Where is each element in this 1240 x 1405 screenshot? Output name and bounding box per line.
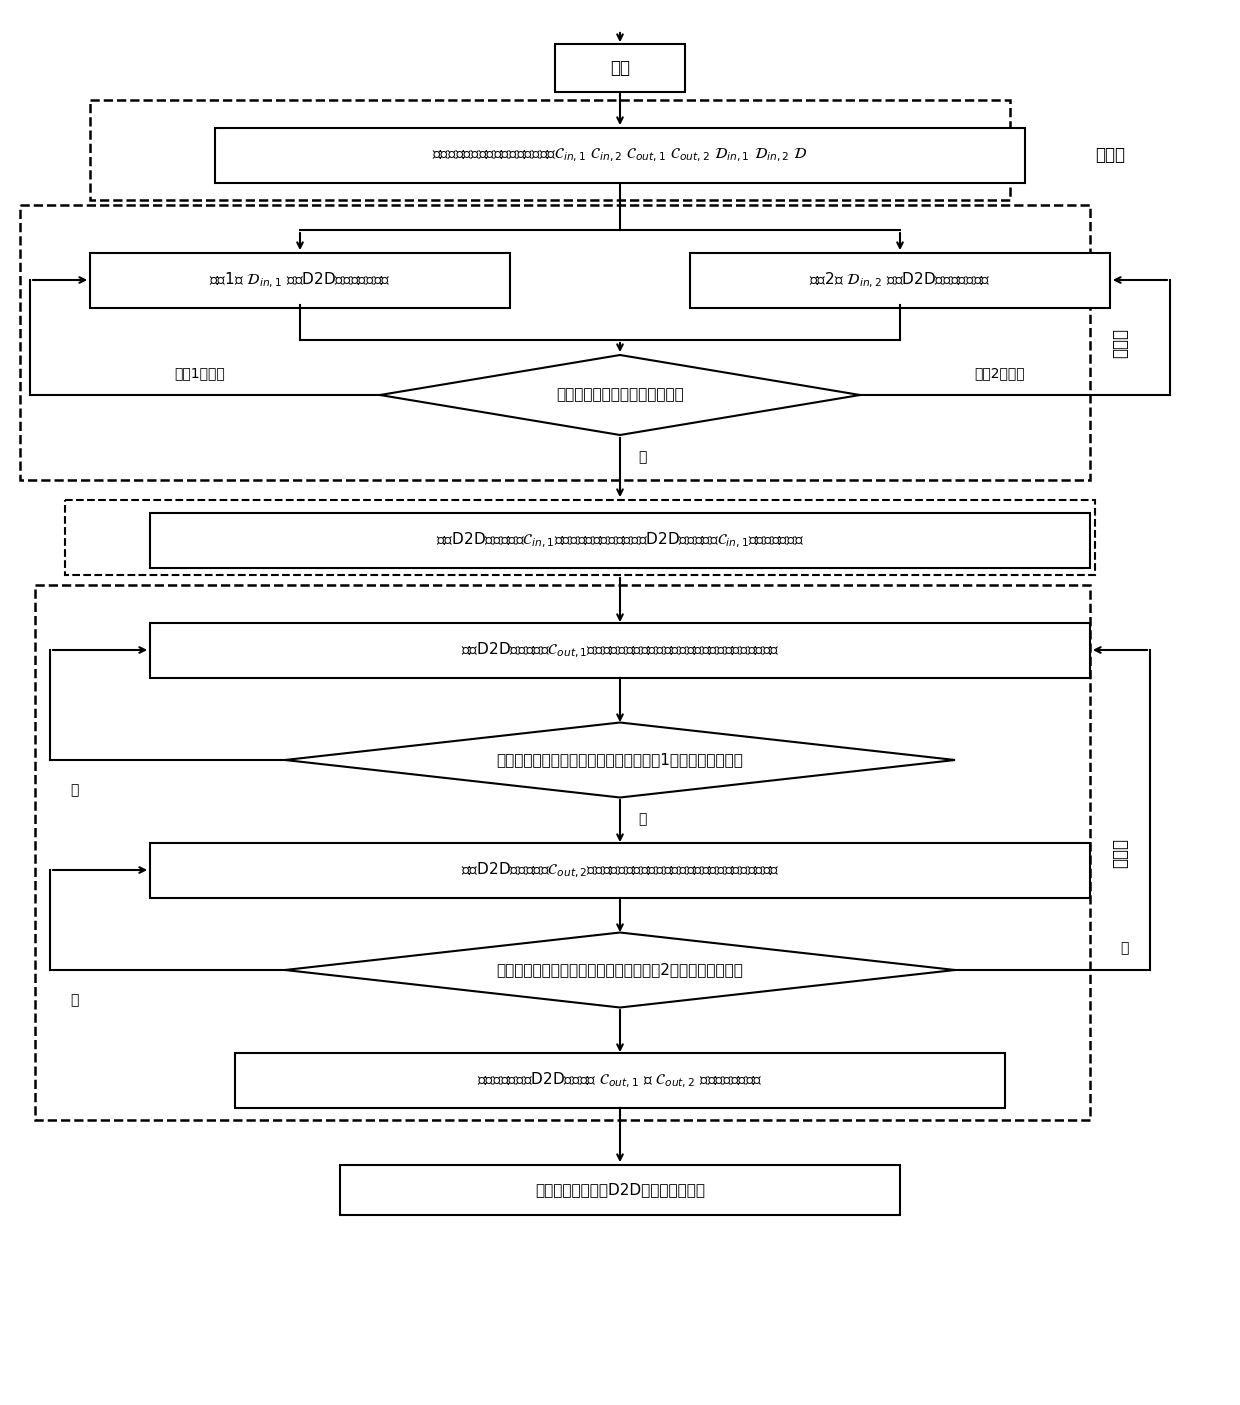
- Text: 检查链路资源使用均衡性条件，如果小区1中链路使用较多？: 检查链路资源使用均衡性条件，如果小区1中链路使用较多？: [496, 753, 744, 767]
- Text: 小区2未完成: 小区2未完成: [975, 365, 1025, 379]
- Bar: [689, 253, 1110, 308]
- Bar: [556, 44, 684, 91]
- Bar: [64, 500, 1095, 575]
- Text: 小区2对 $\mathcal{D}_{in,2}$ 中的D2D对进行链路选择: 小区2对 $\mathcal{D}_{in,2}$ 中的D2D对进行链路选择: [810, 270, 991, 289]
- Text: 对网络中的用户进行分类，确定集合$\mathcal{C}_{in,1}$ $\mathcal{C}_{in,2}$ $\mathcal{C}_{out,1}$ : 对网络中的用户进行分类，确定集合$\mathcal{C}_{in,1}$ $\m…: [432, 146, 808, 163]
- Bar: [236, 1052, 1004, 1107]
- Bar: [91, 100, 1011, 200]
- Bar: [20, 205, 1090, 481]
- Text: 是: 是: [639, 450, 646, 464]
- Text: 跨区D2D对尝试复用$\mathcal{C}_{out,1}$中的蜂窝用户的链路，在成功复用一个蜂窝用户链路之后: 跨区D2D对尝试复用$\mathcal{C}_{out,1}$中的蜂窝用户的链路…: [460, 641, 780, 660]
- Text: 第三步: 第三步: [1111, 837, 1128, 867]
- Bar: [150, 513, 1090, 568]
- Text: 是: 是: [1120, 941, 1128, 955]
- Bar: [150, 622, 1090, 677]
- Bar: [340, 1165, 900, 1215]
- Text: 跨区D2D对尝试复用$\mathcal{C}_{out,2}$中的蜂窝用户的链路，在成功复用一个蜂窝用户链路之后: 跨区D2D对尝试复用$\mathcal{C}_{out,2}$中的蜂窝用户的链路…: [460, 860, 780, 880]
- Text: 否: 否: [69, 783, 78, 797]
- Bar: [91, 253, 510, 308]
- Text: 开始: 开始: [610, 59, 630, 77]
- Text: 跨区D2D对尝试复用$\mathcal{C}_{in,1}$中的频谱，直到所有的跨区D2D对尝试复用$\mathcal{C}_{in,1}$的所有蜂窝用户: 跨区D2D对尝试复用$\mathcal{C}_{in,1}$中的频谱，直到所有的…: [436, 530, 804, 549]
- Polygon shape: [285, 933, 955, 1007]
- Bar: [35, 584, 1090, 1120]
- Text: 第一步: 第一步: [1095, 146, 1125, 164]
- Bar: [150, 843, 1090, 898]
- Text: 第二步: 第二步: [1111, 327, 1128, 357]
- Polygon shape: [285, 722, 955, 798]
- Text: 两个小区的链路选择是否完成？: 两个小区的链路选择是否完成？: [556, 388, 684, 402]
- Text: 否: 否: [69, 993, 78, 1007]
- Bar: [215, 128, 1025, 183]
- Text: 小区1对 $\mathcal{D}_{in,1}$ 中的D2D对进行链路选择: 小区1对 $\mathcal{D}_{in,1}$ 中的D2D对进行链路选择: [210, 270, 391, 289]
- Text: 是: 是: [639, 812, 646, 826]
- Text: 检查链路资源使用均衡性条件，如果小区2中链路使用较多？: 检查链路资源使用均衡性条件，如果小区2中链路使用较多？: [496, 962, 744, 978]
- Polygon shape: [379, 355, 861, 436]
- Text: 直到所有的跨区D2D对检测完 $\mathcal{C}_{out,1}$ 和 $\mathcal{C}_{out,2}$ 中蜂窝用户的链路: 直到所有的跨区D2D对检测完 $\mathcal{C}_{out,1}$ 和 $…: [477, 1071, 763, 1090]
- Text: 小区1未完成: 小区1未完成: [175, 365, 226, 379]
- Text: 结束，进入下一个D2D对链路选择过程: 结束，进入下一个D2D对链路选择过程: [534, 1183, 706, 1197]
